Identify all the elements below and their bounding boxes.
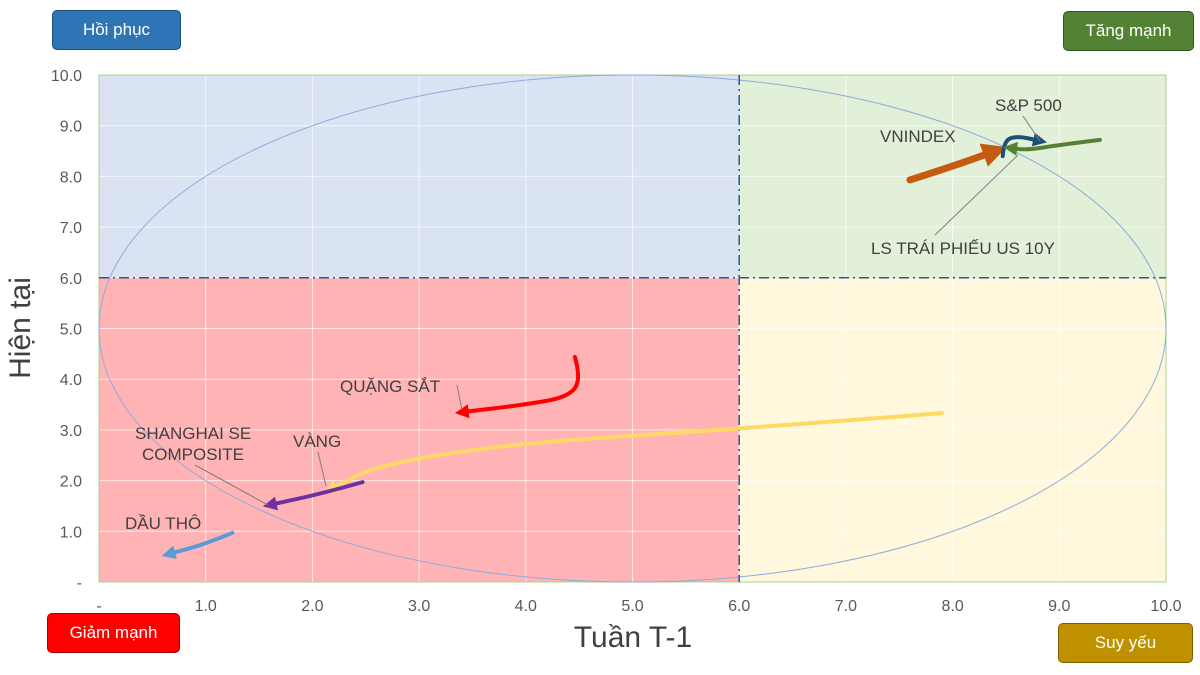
quadrant-button-strong-rise[interactable]: Tăng mạnh	[1063, 11, 1194, 51]
y-tick-label: 2.0	[60, 474, 82, 491]
x-axis-label: Tuần T-1	[574, 621, 692, 654]
y-tick-label: 4.0	[60, 372, 82, 389]
series-line-3	[454, 354, 581, 419]
y-tick-label: 8.0	[60, 169, 82, 186]
reference-ellipse	[98, 74, 1167, 583]
y-tick-label: 10.0	[51, 68, 82, 85]
series-label: QUẶNG SẮT	[340, 377, 440, 396]
series-label: DẦU THÔ	[125, 514, 201, 533]
series-line-0	[906, 143, 1007, 184]
series-line-5	[262, 480, 365, 511]
leader-line	[317, 451, 327, 487]
series-line-4	[324, 411, 944, 494]
y-tick-label: 1.0	[60, 524, 82, 541]
leader-line	[194, 464, 269, 506]
x-tick-label: 8.0	[941, 598, 963, 615]
series-label: VÀNG	[293, 432, 341, 451]
y-tick-label: 7.0	[60, 220, 82, 237]
quadrant-button-strong-fall[interactable]: Giảm mạnh	[47, 613, 180, 653]
series-label: SHANGHAI SE COMPOSITE	[135, 424, 251, 464]
x-tick-label: 10.0	[1150, 598, 1181, 615]
quadrant-button-weakening[interactable]: Suy yếu	[1058, 623, 1193, 663]
x-tick-label: 3.0	[408, 598, 430, 615]
series-label: S&P 500	[995, 96, 1062, 115]
series-line-6	[161, 530, 235, 560]
series-line-2	[1003, 137, 1102, 156]
leader-line	[456, 384, 463, 411]
leader-line	[1022, 115, 1041, 142]
leader-line	[934, 154, 1019, 236]
x-tick-label: 1.0	[195, 598, 217, 615]
x-tick-label: 9.0	[1048, 598, 1070, 615]
y-tick-label: -	[77, 575, 82, 592]
y-tick-label: 5.0	[60, 322, 82, 339]
y-axis-label: Hiện tại	[4, 277, 37, 379]
y-tick-label: 9.0	[60, 119, 82, 136]
x-tick-label: 7.0	[835, 598, 857, 615]
y-tick-label: 3.0	[60, 423, 82, 440]
quadrant-button-recovering[interactable]: Hồi phục	[52, 10, 181, 50]
series-label: LS TRÁI PHIẾU US 10Y	[871, 239, 1055, 258]
x-tick-label: 6.0	[728, 598, 750, 615]
series-label: VNINDEX	[880, 127, 956, 146]
x-tick-label: -	[96, 598, 101, 615]
y-tick-label: 6.0	[60, 271, 82, 288]
x-tick-label: 5.0	[621, 598, 643, 615]
x-tick-label: 4.0	[515, 598, 537, 615]
x-tick-label: 2.0	[301, 598, 323, 615]
